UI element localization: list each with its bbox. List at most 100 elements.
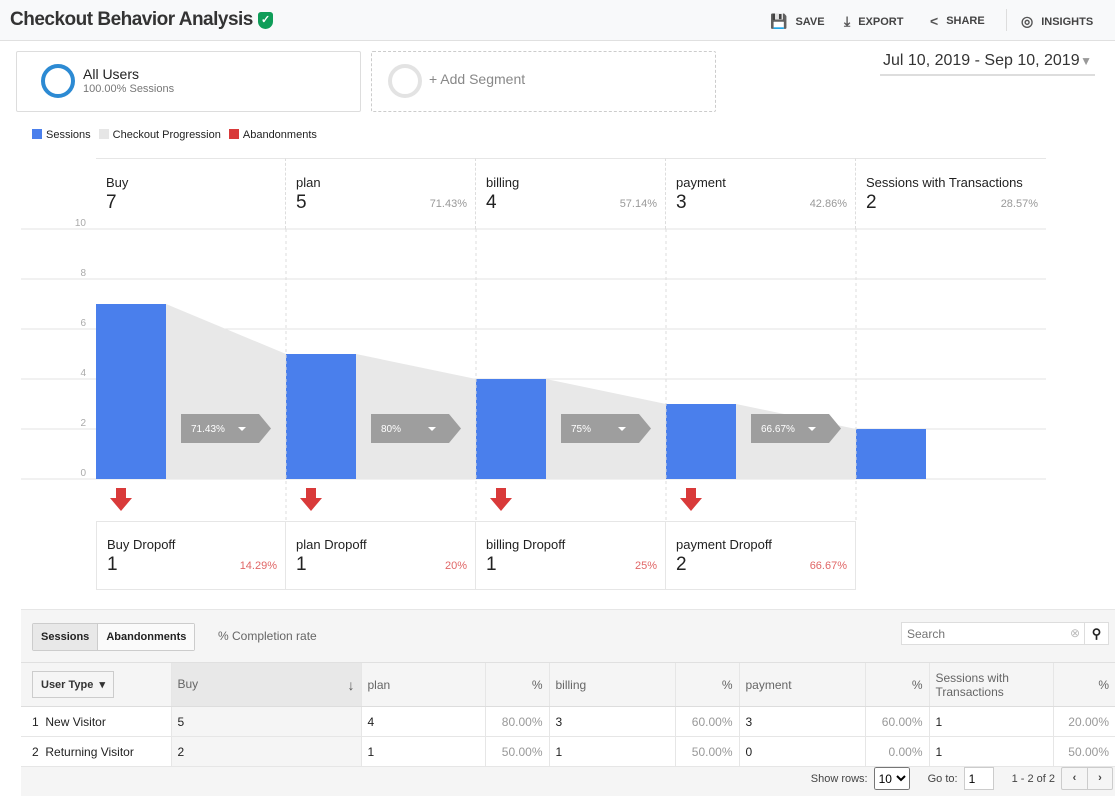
stage-header: billing 4 57.14% — [476, 158, 666, 229]
sessions-bar[interactable] — [476, 379, 546, 479]
row-dimension: 2 Returning Visitor — [21, 736, 171, 767]
column-header[interactable]: billing — [548, 662, 675, 707]
table-cell: 80.00% — [484, 706, 549, 737]
export-button[interactable]: ⤓ EXPORT — [844, 13, 904, 29]
search-icon[interactable]: ⚲ — [1084, 623, 1108, 644]
dimension-header: User Type ▾ — [21, 662, 171, 707]
stage-percent: 57.14% — [619, 198, 657, 210]
legend-checkout-progression: Checkout Progression — [98, 129, 221, 141]
table-footer: Show rows: 10 Go to: 1 - 2 of 2 ‹› — [811, 767, 1115, 790]
page-title: Checkout Behavior Analysis ✓ — [10, 9, 273, 31]
dropdown-caret-icon — [618, 427, 626, 431]
stage-header: Buy 7 — [96, 158, 286, 229]
column-header[interactable]: % — [674, 662, 739, 707]
add-segment-button[interactable]: + Add Segment — [371, 51, 716, 112]
dropoff-box[interactable]: payment Dropoff 2 66.67% — [666, 521, 856, 590]
prev-page-button[interactable]: ‹ — [1072, 772, 1077, 784]
abandonment-arrow-icon[interactable] — [110, 488, 132, 511]
clear-icon[interactable]: ⊗ — [1069, 626, 1080, 640]
tab-abandonments[interactable]: Abandonments — [98, 624, 195, 650]
insights-button[interactable]: ◎ INSIGHTS — [1021, 13, 1094, 29]
dropoff-box[interactable]: plan Dropoff 1 20% — [286, 521, 476, 590]
stage-header: plan 5 71.43% — [286, 158, 476, 229]
dropoff-percent: 66.67% — [809, 560, 847, 572]
dropdown-caret-icon — [428, 427, 436, 431]
column-header[interactable]: plan — [360, 662, 485, 707]
sessions-bar[interactable] — [666, 404, 736, 479]
table-cell: 60.00% — [864, 706, 929, 737]
dropdown-arrow-icon: ▼ — [1080, 54, 1092, 68]
dropoff-value: 1 — [107, 554, 118, 575]
table-cell: 2 — [170, 736, 361, 767]
show-rows-select[interactable]: 10 — [873, 767, 910, 790]
dropoff-name: billing Dropoff — [486, 537, 566, 552]
user-type-link[interactable]: New Visitor — [45, 714, 106, 729]
dropoff-box[interactable]: Buy Dropoff 1 14.29% — [96, 521, 286, 590]
table-cell: 5 — [170, 706, 361, 737]
progression-rate-arrow[interactable] — [751, 414, 841, 443]
table-cell: 1 — [360, 736, 485, 767]
segment-ring-icon — [388, 64, 422, 98]
abandonment-arrow-icon[interactable] — [300, 488, 322, 511]
sessions-bar[interactable] — [286, 354, 356, 479]
stage-name: payment — [676, 175, 726, 190]
progression-rate-arrow[interactable] — [181, 414, 271, 443]
dropoff-box[interactable]: billing Dropoff 1 25% — [476, 521, 666, 590]
table-cell: 1 — [928, 736, 1053, 767]
table-cell: 1 — [928, 706, 1053, 737]
insights-icon: ◎ — [1021, 13, 1034, 29]
progression-rate-arrow[interactable] — [561, 414, 651, 443]
column-header[interactable]: % — [864, 662, 929, 707]
stage-header: payment 3 42.86% — [666, 158, 856, 229]
dropoff-value: 1 — [296, 554, 307, 575]
progression-rate-arrow[interactable] — [371, 414, 461, 443]
completion-rate-toggle[interactable]: % Completion rate — [218, 629, 317, 643]
dropoff-name: payment Dropoff — [676, 537, 772, 552]
legend-abandonments: Abandonments — [228, 129, 317, 141]
y-tick-label: 2 — [80, 418, 86, 429]
search-input[interactable] — [902, 623, 1066, 644]
column-header[interactable]: payment — [738, 662, 865, 707]
stage-header: Sessions with Transactions 2 28.57% — [856, 158, 1046, 229]
table-row: 1 New Visitor 5 4 80.00% 3 60.00% 3 60.00% 1 20.0… — [21, 706, 1115, 737]
abandonment-arrow-icon[interactable] — [680, 488, 702, 511]
progression-rate-label: 80% — [381, 424, 401, 435]
stage-value: 5 — [296, 192, 307, 213]
stage-name: plan — [296, 175, 321, 190]
save-icon: 💾 — [770, 13, 788, 29]
user-type-dropdown[interactable]: User Type ▾ — [32, 671, 115, 698]
segment-all-users[interactable]: All Users 100.00% Sessions — [16, 51, 361, 112]
user-type-link[interactable]: Returning Visitor — [45, 744, 134, 759]
y-tick-label: 6 — [80, 318, 86, 329]
column-header[interactable]: % — [1052, 662, 1115, 707]
sessions-bar[interactable] — [856, 429, 926, 479]
goto-input[interactable] — [963, 767, 994, 790]
search-box: ⊗ ⚲ — [901, 622, 1109, 645]
date-range-picker[interactable]: Jul 10, 2019 - Sep 10, 2019 ▼ — [880, 52, 1095, 76]
tab-sessions[interactable]: Sessions — [33, 624, 99, 650]
column-header[interactable]: % — [484, 662, 549, 707]
dropoff-name: plan Dropoff — [296, 537, 367, 552]
metric-tabs: Sessions Abandonments — [32, 623, 196, 651]
abandonment-arrow-icon[interactable] — [490, 488, 512, 511]
table-cell: 50.00% — [1052, 736, 1115, 767]
column-header[interactable]: Buy ↓ — [170, 662, 361, 707]
results-table: User Type ▾ Buy ↓ plan% billing% payment% Sess… — [21, 662, 1115, 767]
y-tick-label: 8 — [80, 268, 86, 279]
table-cell: 50.00% — [674, 736, 739, 767]
sort-desc-icon: ↓ — [347, 676, 355, 693]
column-header[interactable]: Sessions with Transactions — [928, 662, 1053, 707]
stage-name: billing — [486, 175, 520, 190]
stage-value: 7 — [106, 192, 117, 213]
share-button[interactable]: < SHARE — [930, 13, 985, 29]
table-cell: 3 — [548, 706, 675, 737]
next-page-button[interactable]: › — [1087, 768, 1112, 789]
stage-percent: 71.43% — [429, 198, 467, 210]
progression-rate-label: 75% — [571, 424, 591, 435]
dropoff-percent: 14.29% — [239, 560, 277, 572]
dropoff-name: Buy Dropoff — [107, 537, 176, 552]
sessions-bar[interactable] — [96, 304, 166, 479]
table-cell: 0 — [738, 736, 865, 767]
chart-canvas: 0 2 4 6 8 10 71.43% 80% 75% 66.67% — [21, 218, 1046, 521]
save-button[interactable]: 💾 SAVE — [770, 13, 825, 29]
